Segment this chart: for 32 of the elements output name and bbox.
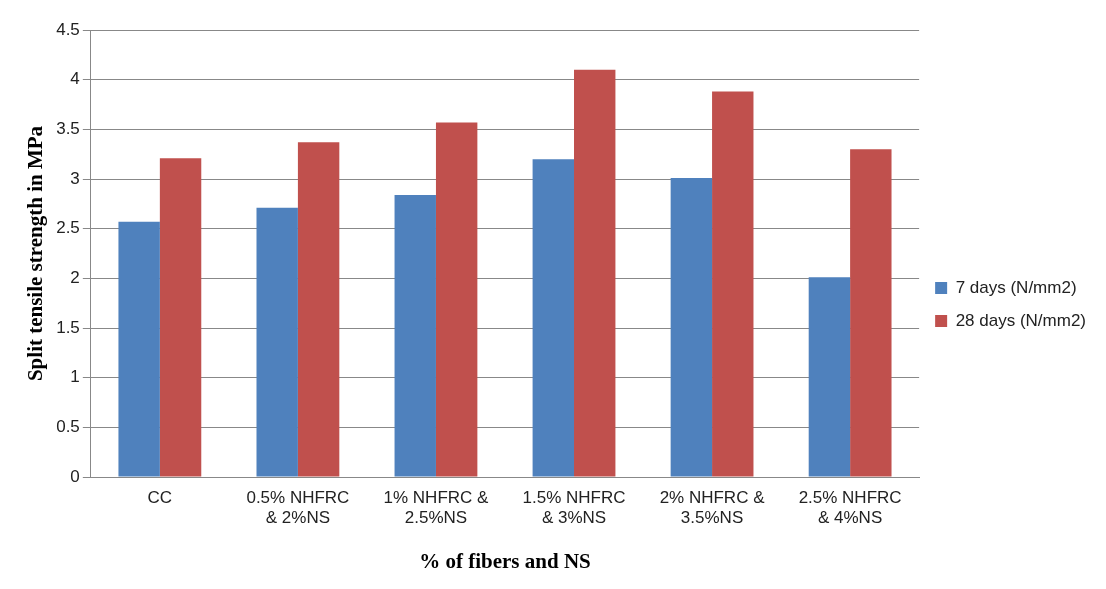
- y-axis-title: Split tensile strength in MPa: [23, 125, 48, 382]
- legend-label: 7 days (N/mm2): [955, 277, 1077, 297]
- x-tick-label: 1% NHFRC & 2.5%NS: [383, 487, 490, 528]
- y-tick-label: 0: [70, 466, 80, 486]
- y-tick-label: 0.5: [56, 417, 80, 437]
- y-tick-label: 2.5: [56, 218, 80, 238]
- bar: [159, 158, 202, 477]
- y-tick-label: 3.5: [56, 119, 80, 139]
- y-tick-label: 1.5: [56, 317, 80, 337]
- y-tick-label: 4: [70, 69, 80, 89]
- bar: [297, 142, 340, 477]
- bar: [532, 159, 575, 477]
- bar: [670, 178, 713, 477]
- x-tick-label: 2% NHFRC & 3.5%NS: [659, 487, 766, 528]
- bar: [118, 221, 160, 477]
- bar: [574, 69, 616, 477]
- x-tick-label: 2.5% NHFRC & 4%NS: [798, 487, 902, 528]
- y-tick-label: 2: [70, 268, 80, 288]
- bar: [808, 277, 851, 477]
- legend-label: 28 days (N/mm2): [955, 310, 1087, 330]
- bar: [394, 194, 436, 477]
- y-tick-label: 3: [70, 168, 80, 188]
- x-tick-label: 1.5% NHFRC & 3%NS: [522, 487, 626, 528]
- bar: [712, 91, 754, 477]
- bar: [435, 122, 478, 477]
- x-axis-title: % of fibers and NS: [419, 548, 591, 573]
- x-tick-label: CC: [147, 487, 173, 507]
- x-tick-label: 0.5% NHFRC & 2%NS: [246, 487, 350, 528]
- bar: [256, 207, 298, 477]
- y-tick-label: 4.5: [56, 19, 80, 39]
- bar: [850, 149, 892, 477]
- y-tick-label: 1: [70, 367, 80, 387]
